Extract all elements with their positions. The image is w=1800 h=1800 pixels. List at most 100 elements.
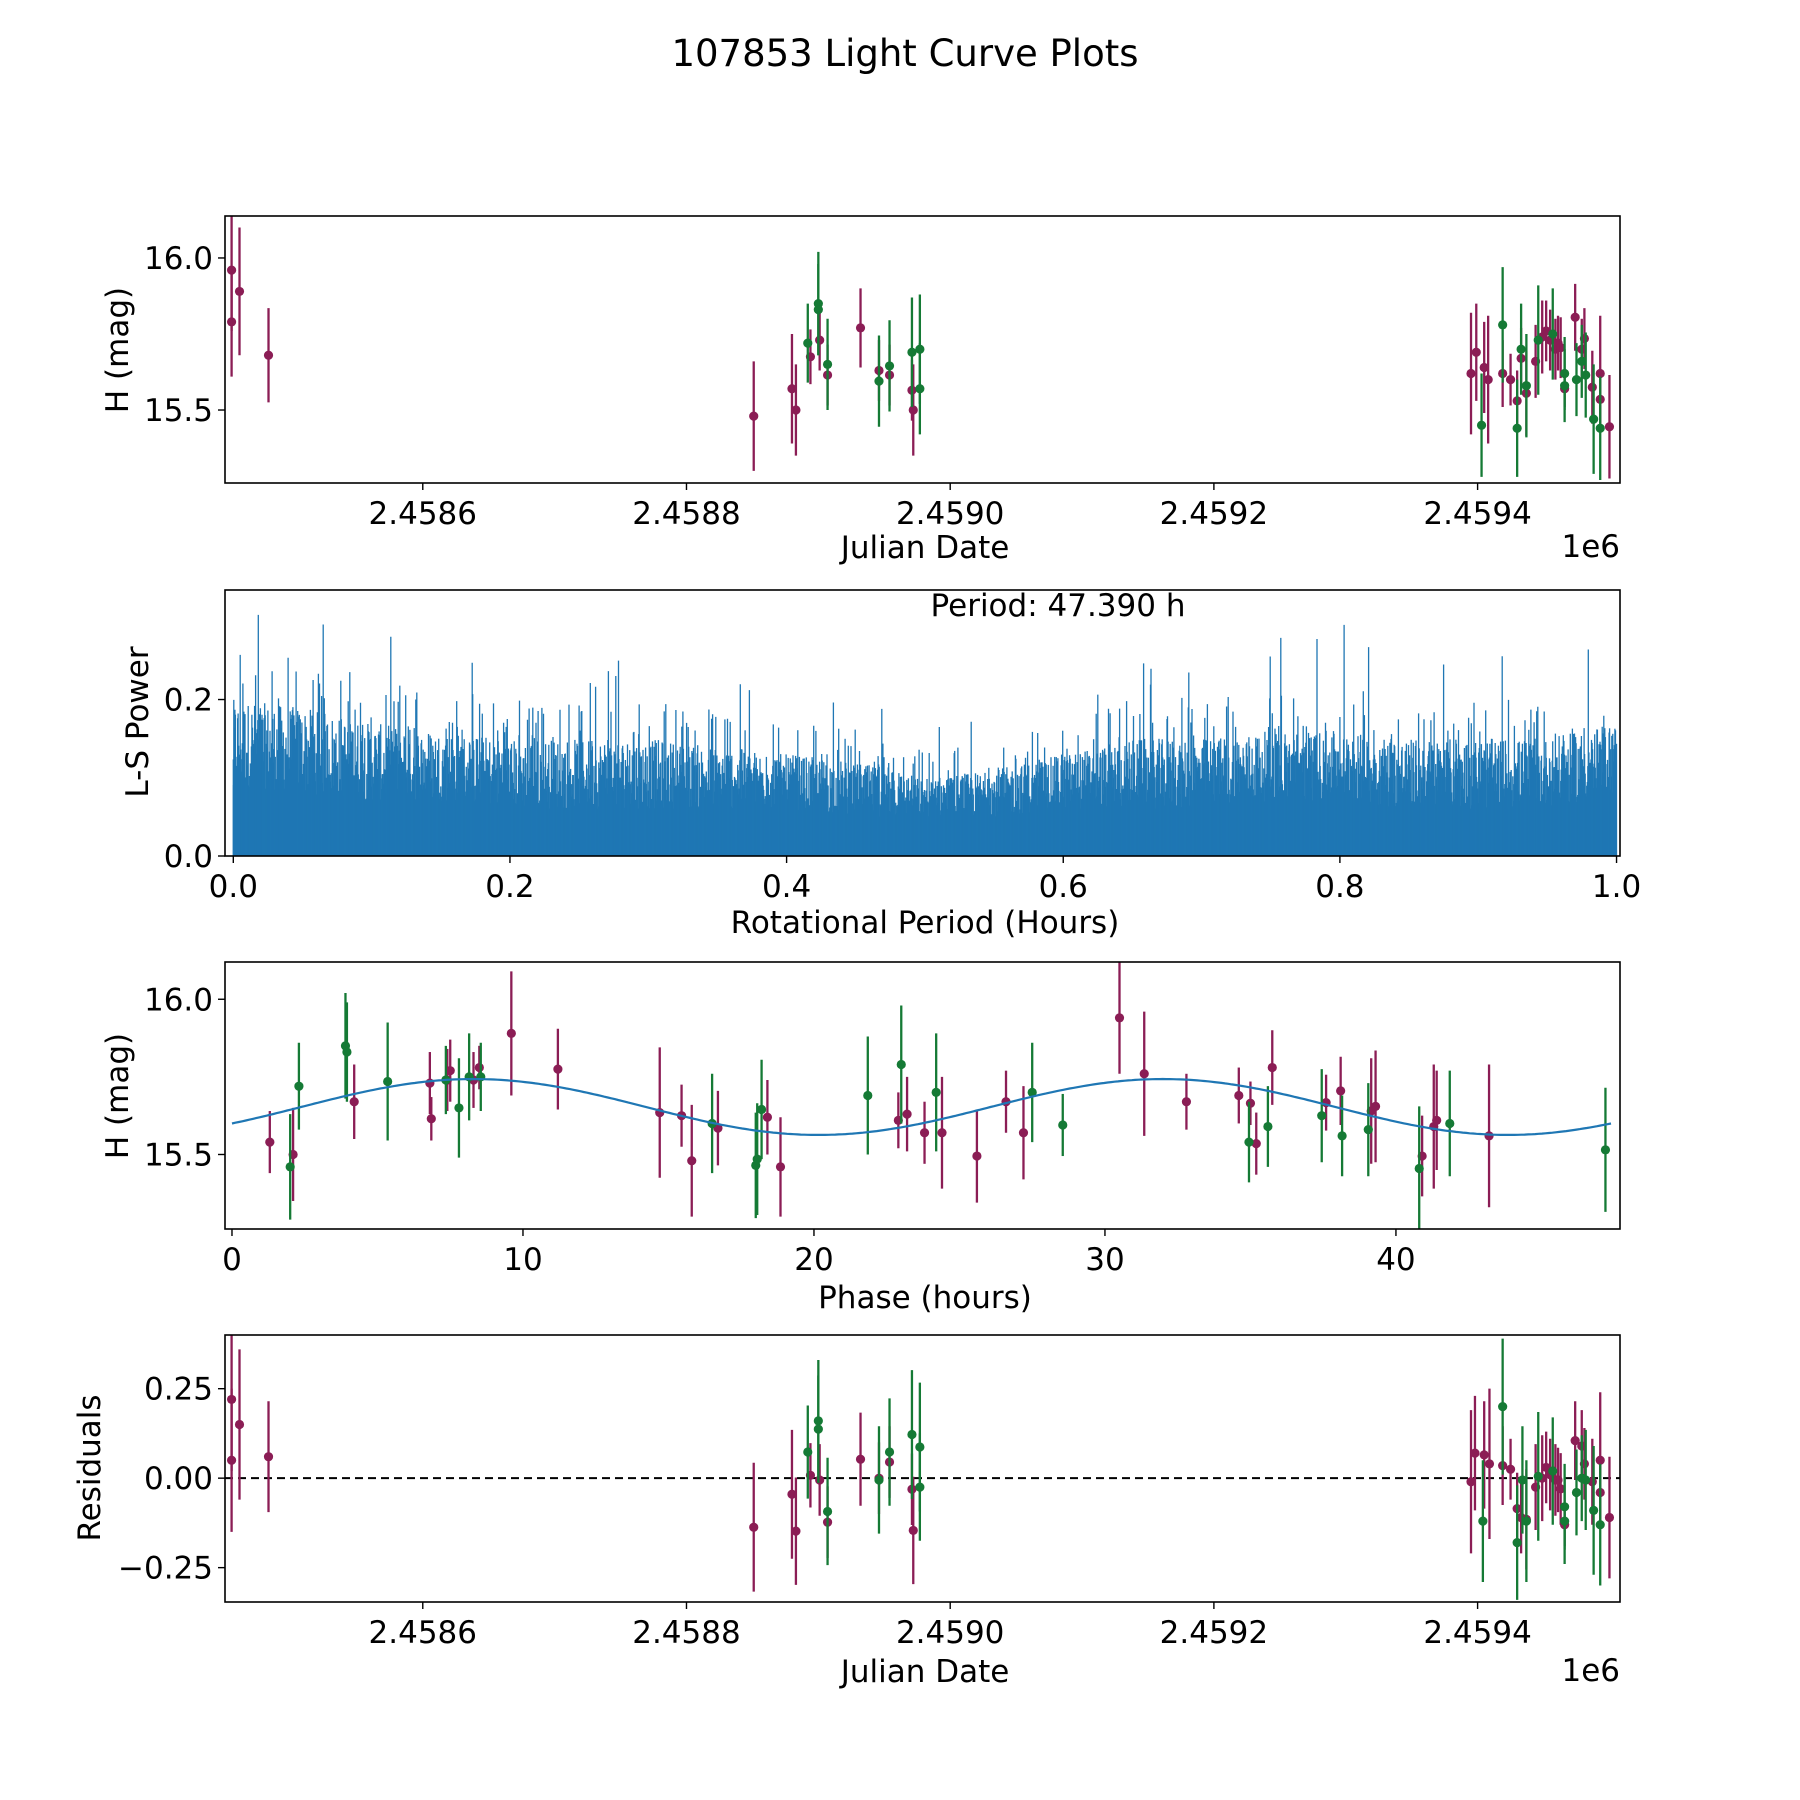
data-point xyxy=(815,335,825,345)
data-point xyxy=(822,359,833,370)
panel-periodogram: 0.0 0.2 0.4 0.6 0.8 1.0 0.0 0.2 Period: 47.390 … xyxy=(120,588,1641,941)
panel-residuals: 2.4586 2.4588 2.4590 2.4592 2.4594 −0.25 0.00 0… xyxy=(72,1334,1621,1690)
data-point xyxy=(1521,1516,1531,1526)
x-tick-label: 0.4 xyxy=(762,869,811,905)
data-point xyxy=(775,1162,786,1172)
data-point xyxy=(1484,1131,1494,1141)
x-tick-label: 20 xyxy=(794,1242,833,1278)
data-point xyxy=(874,376,884,386)
lightcurve-axes-frame xyxy=(224,215,1621,484)
data-point xyxy=(1512,423,1522,433)
data-point xyxy=(294,1081,304,1091)
data-point xyxy=(285,1162,295,1172)
data-point xyxy=(1498,1401,1508,1412)
residuals-ylabel: Residuals xyxy=(72,1394,108,1541)
data-point xyxy=(822,1506,833,1517)
data-point xyxy=(342,1047,352,1057)
phased-axes-frame xyxy=(224,961,1621,1230)
x-tick-label: 1.0 xyxy=(1592,869,1641,905)
fit-curve xyxy=(231,1077,1612,1136)
data-point xyxy=(1548,1466,1558,1476)
data-point xyxy=(1556,1484,1566,1494)
data-point xyxy=(1317,1111,1327,1121)
phased-xlabel: Phase (hours) xyxy=(818,1280,1032,1316)
data-point xyxy=(791,405,801,415)
data-point xyxy=(349,1097,359,1107)
data-point xyxy=(1581,370,1591,380)
data-point xyxy=(915,384,925,394)
phased-marks xyxy=(231,962,1612,1229)
data-point xyxy=(1139,1069,1149,1079)
x-tick-label: 2.4594 xyxy=(1423,496,1531,532)
data-point xyxy=(884,361,895,371)
data-point xyxy=(902,1109,912,1119)
data-point xyxy=(855,1454,866,1464)
data-point xyxy=(787,384,797,394)
data-point xyxy=(1018,1128,1029,1138)
data-point xyxy=(915,1482,925,1492)
data-point xyxy=(474,1062,484,1073)
x-tick-label: 2.4588 xyxy=(632,496,740,532)
data-point xyxy=(1244,1137,1254,1147)
data-point xyxy=(884,1447,895,1457)
data-point xyxy=(1533,335,1543,345)
x-tick-label: 0.0 xyxy=(209,869,258,905)
data-point xyxy=(919,1128,930,1138)
panel-phased: 0 10 20 30 40 15.5 16.0 Phase (hours) H (mag) xyxy=(100,961,1621,1316)
data-point xyxy=(1595,423,1605,433)
x-tick-label: 2.4592 xyxy=(1160,496,1268,532)
y-tick-label: 15.5 xyxy=(144,1137,213,1173)
data-point xyxy=(907,347,917,357)
periodogram-axes-frame xyxy=(224,589,1621,857)
data-point xyxy=(1516,344,1526,354)
data-point xyxy=(874,1475,884,1485)
data-point xyxy=(1114,1013,1125,1023)
data-point xyxy=(1512,1537,1522,1548)
y-tick-label: −0.25 xyxy=(118,1551,213,1587)
data-point xyxy=(787,1489,797,1499)
data-point xyxy=(1234,1090,1244,1101)
residuals-xlabel: Julian Date xyxy=(839,1654,1010,1690)
data-point xyxy=(265,1137,275,1147)
data-point xyxy=(791,1526,801,1536)
data-point xyxy=(226,265,237,275)
data-point xyxy=(863,1090,873,1101)
data-point xyxy=(506,1028,516,1039)
data-point xyxy=(1466,368,1476,379)
data-point xyxy=(1589,414,1599,424)
data-point xyxy=(908,1525,918,1536)
data-point xyxy=(749,1522,759,1532)
data-point xyxy=(553,1064,563,1074)
lightcurve-xlabel: Julian Date xyxy=(839,530,1010,566)
data-point xyxy=(1470,1448,1480,1458)
data-point xyxy=(1466,1477,1476,1487)
data-point xyxy=(445,1066,455,1076)
lightcurve-ticks: 2.4586 2.4588 2.4590 2.4592 2.4594 15.5 16.0 xyxy=(144,241,1532,532)
y-tick-label: 16.0 xyxy=(144,241,213,277)
x-tick-label: 2.4588 xyxy=(632,1615,740,1651)
x-tick-label: 0.6 xyxy=(1039,869,1088,905)
data-point xyxy=(1027,1087,1037,1097)
data-point xyxy=(1577,356,1587,366)
data-point xyxy=(1181,1097,1192,1107)
data-point xyxy=(1548,329,1558,339)
data-point xyxy=(1556,343,1566,353)
periodogram-xlabel: Rotational Period (Hours) xyxy=(731,905,1120,941)
data-point xyxy=(813,1424,823,1434)
x-tick-label: 2.4590 xyxy=(896,1615,1004,1651)
x-tick-label: 2.4590 xyxy=(896,496,1004,532)
data-point xyxy=(1595,1520,1605,1530)
lightcurve-x-offset: 1e6 xyxy=(1561,529,1620,565)
periodogram-ylabel: L-S Power xyxy=(120,646,156,797)
residuals-axes-frame xyxy=(224,1334,1621,1603)
phased-ylabel: H (mag) xyxy=(100,1033,136,1159)
data-point xyxy=(1600,1145,1611,1155)
data-point xyxy=(1414,1163,1424,1174)
data-point xyxy=(1476,420,1487,430)
figure-title: 107853 Light Curve Plots xyxy=(671,32,1138,75)
phased-ticks: 0 10 20 30 40 15.5 16.0 xyxy=(144,982,1416,1278)
data-point xyxy=(1251,1139,1261,1149)
data-point xyxy=(931,1087,941,1097)
